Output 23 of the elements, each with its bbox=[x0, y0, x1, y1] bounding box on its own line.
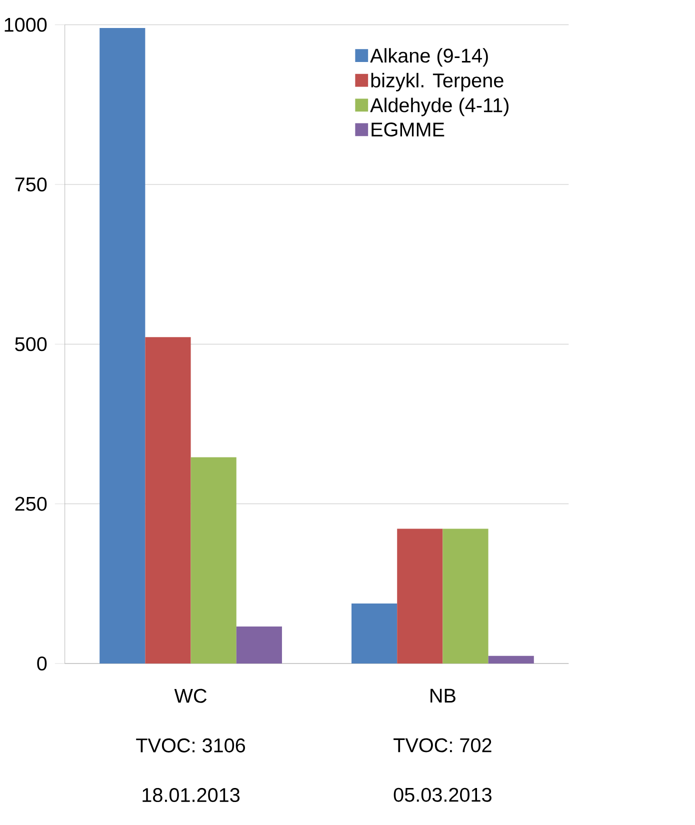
bar bbox=[488, 656, 534, 664]
legend-label: bizykl. Terpene bbox=[372, 72, 504, 92]
y-tick-label: 0 bbox=[37, 656, 47, 671]
bar bbox=[352, 603, 398, 664]
bar bbox=[442, 528, 488, 664]
text: TVOC: 702 bbox=[394, 738, 492, 752]
bar bbox=[236, 626, 282, 664]
x-tick-label: NB bbox=[430, 688, 456, 702]
legend-label: Aldehyde (4-11) bbox=[370, 98, 509, 116]
y-tick-label: 750 bbox=[16, 177, 47, 192]
y-tick-label: 500 bbox=[15, 337, 47, 352]
bar bbox=[145, 337, 191, 664]
bar bbox=[190, 457, 237, 664]
legend-label: Alkane (9-14) bbox=[370, 48, 488, 67]
text: TVOC: 3106 bbox=[136, 738, 246, 752]
legend-label: EGMME bbox=[372, 122, 444, 137]
text: 05.03.2013 bbox=[394, 788, 492, 802]
x-tick-label: WC bbox=[174, 688, 207, 703]
y-tick-label: 1000 bbox=[5, 18, 47, 32]
bar bbox=[397, 528, 443, 664]
text: 18.01.2013 bbox=[142, 788, 240, 802]
y-tick-label: 250 bbox=[16, 496, 47, 511]
bar bbox=[100, 28, 146, 664]
